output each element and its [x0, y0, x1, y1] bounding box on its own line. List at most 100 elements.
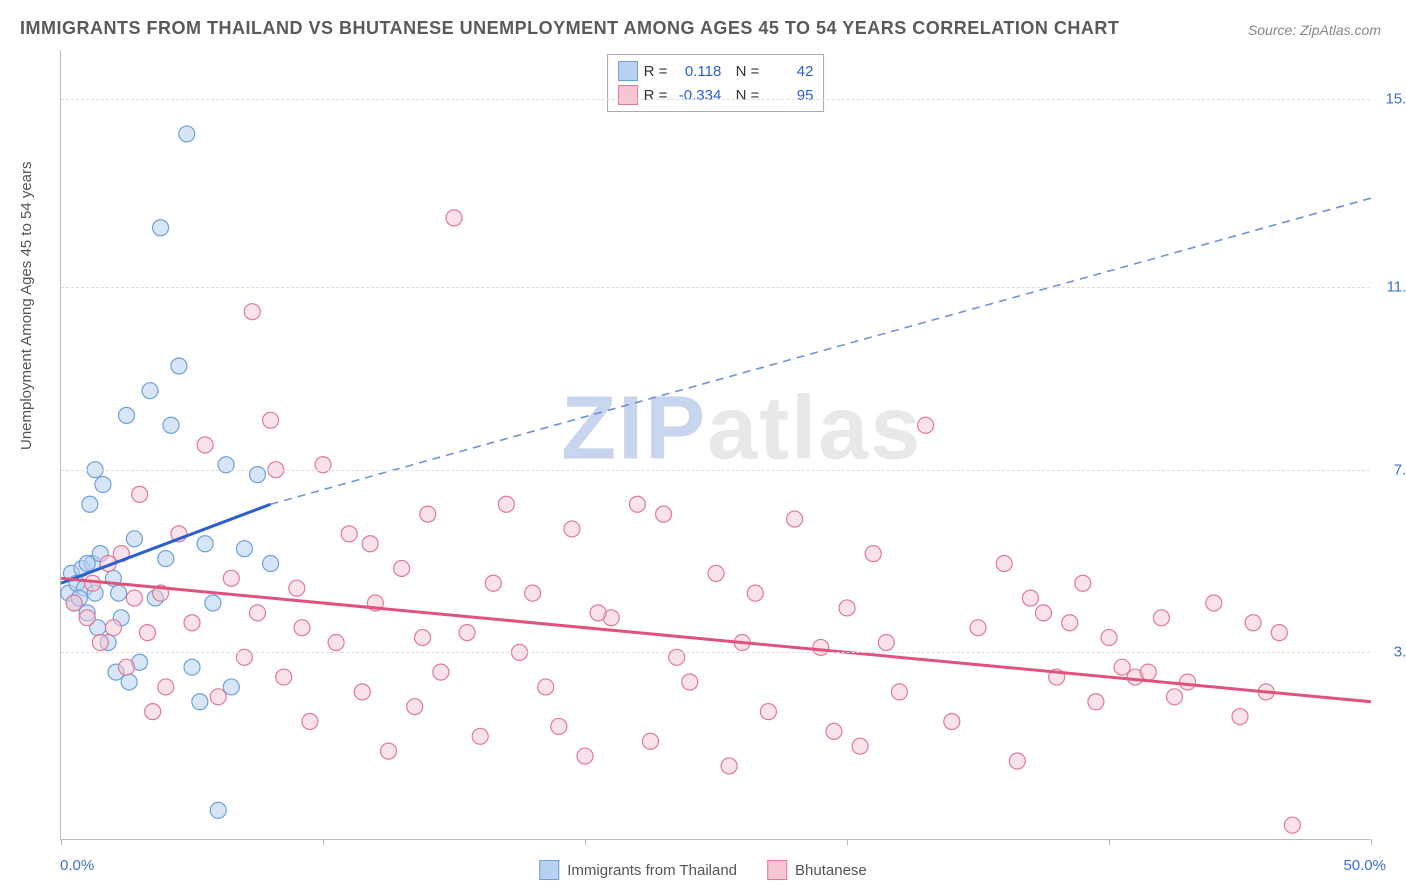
data-point — [302, 714, 318, 730]
y-axis-label: Unemployment Among Ages 45 to 54 years — [18, 161, 35, 450]
data-point — [223, 679, 239, 695]
data-point — [184, 659, 200, 675]
data-point — [121, 674, 137, 690]
data-point — [721, 758, 737, 774]
data-point — [590, 605, 606, 621]
data-point — [472, 728, 488, 744]
trend-line-extrapolated — [271, 198, 1371, 504]
data-point — [142, 383, 158, 399]
data-point — [126, 590, 142, 606]
data-point — [111, 585, 127, 601]
data-point — [420, 506, 436, 522]
source-attribution: Source: ZipAtlas.com — [1248, 22, 1381, 38]
data-point — [328, 635, 344, 651]
bottom-legend: Immigrants from Thailand Bhutanese — [539, 860, 867, 880]
data-point — [459, 625, 475, 641]
data-point — [119, 659, 135, 675]
legend-swatch-bhutanese — [767, 860, 787, 880]
data-point — [82, 496, 98, 512]
data-point — [205, 595, 221, 611]
data-point — [223, 570, 239, 586]
data-point — [525, 585, 541, 601]
data-point — [1180, 674, 1196, 690]
data-point — [244, 304, 260, 320]
data-point — [158, 679, 174, 695]
data-point — [865, 546, 881, 562]
data-point — [394, 560, 410, 576]
data-point — [381, 743, 397, 759]
data-point — [276, 669, 292, 685]
x-axis-max-label: 50.0% — [1343, 857, 1386, 874]
data-point — [944, 714, 960, 730]
legend-label: Bhutanese — [795, 862, 867, 879]
data-point — [1140, 664, 1156, 680]
data-point — [826, 723, 842, 739]
gridline — [61, 287, 1370, 288]
data-point — [891, 684, 907, 700]
data-point — [132, 486, 148, 502]
data-point — [656, 506, 672, 522]
x-tick — [1109, 839, 1110, 845]
data-point — [119, 407, 135, 423]
data-point — [485, 575, 501, 591]
swatch-bhutanese — [618, 85, 638, 105]
legend-label: Immigrants from Thailand — [567, 862, 737, 879]
data-point — [498, 496, 514, 512]
scatter-plot-svg — [61, 50, 1370, 839]
data-point — [250, 605, 266, 621]
data-point — [564, 521, 580, 537]
data-point — [682, 674, 698, 690]
data-point — [236, 541, 252, 557]
stats-row-thailand: R =0.118 N =42 — [618, 59, 814, 83]
data-point — [1206, 595, 1222, 611]
gridline — [61, 652, 1370, 653]
data-point — [551, 718, 567, 734]
data-point — [446, 210, 462, 226]
data-point — [105, 620, 121, 636]
legend-item-thailand: Immigrants from Thailand — [539, 860, 737, 880]
data-point — [760, 704, 776, 720]
data-point — [1075, 575, 1091, 591]
data-point — [197, 536, 213, 552]
data-point — [1022, 590, 1038, 606]
y-tick-label: 7.5% — [1394, 461, 1406, 478]
data-point — [163, 417, 179, 433]
data-point — [341, 526, 357, 542]
data-point — [415, 630, 431, 646]
data-point — [126, 531, 142, 547]
data-point — [92, 635, 108, 651]
data-point — [433, 664, 449, 680]
data-point — [362, 536, 378, 552]
data-point — [708, 565, 724, 581]
chart-plot-area: ZIPatlas R =0.118 N =42 R =-0.334 N =95 … — [60, 50, 1370, 840]
data-point — [197, 437, 213, 453]
correlation-stats-box: R =0.118 N =42 R =-0.334 N =95 — [607, 54, 825, 112]
data-point — [839, 600, 855, 616]
data-point — [1232, 709, 1248, 725]
data-point — [643, 733, 659, 749]
data-point — [1009, 753, 1025, 769]
data-point — [577, 748, 593, 764]
data-point — [354, 684, 370, 700]
x-tick — [61, 839, 62, 845]
data-point — [79, 556, 95, 572]
data-point — [145, 704, 161, 720]
data-point — [158, 551, 174, 567]
data-point — [1167, 689, 1183, 705]
data-point — [1153, 610, 1169, 626]
data-point — [407, 699, 423, 715]
x-tick — [585, 839, 586, 845]
data-point — [263, 556, 279, 572]
y-tick-label: 15.0% — [1385, 91, 1406, 108]
data-point — [294, 620, 310, 636]
data-point — [263, 412, 279, 428]
data-point — [66, 595, 82, 611]
data-point — [538, 679, 554, 695]
x-axis-min-label: 0.0% — [60, 857, 94, 874]
swatch-thailand — [618, 61, 638, 81]
gridline — [61, 99, 1370, 100]
data-point — [918, 417, 934, 433]
data-point — [210, 689, 226, 705]
gridline — [61, 470, 1370, 471]
data-point — [970, 620, 986, 636]
